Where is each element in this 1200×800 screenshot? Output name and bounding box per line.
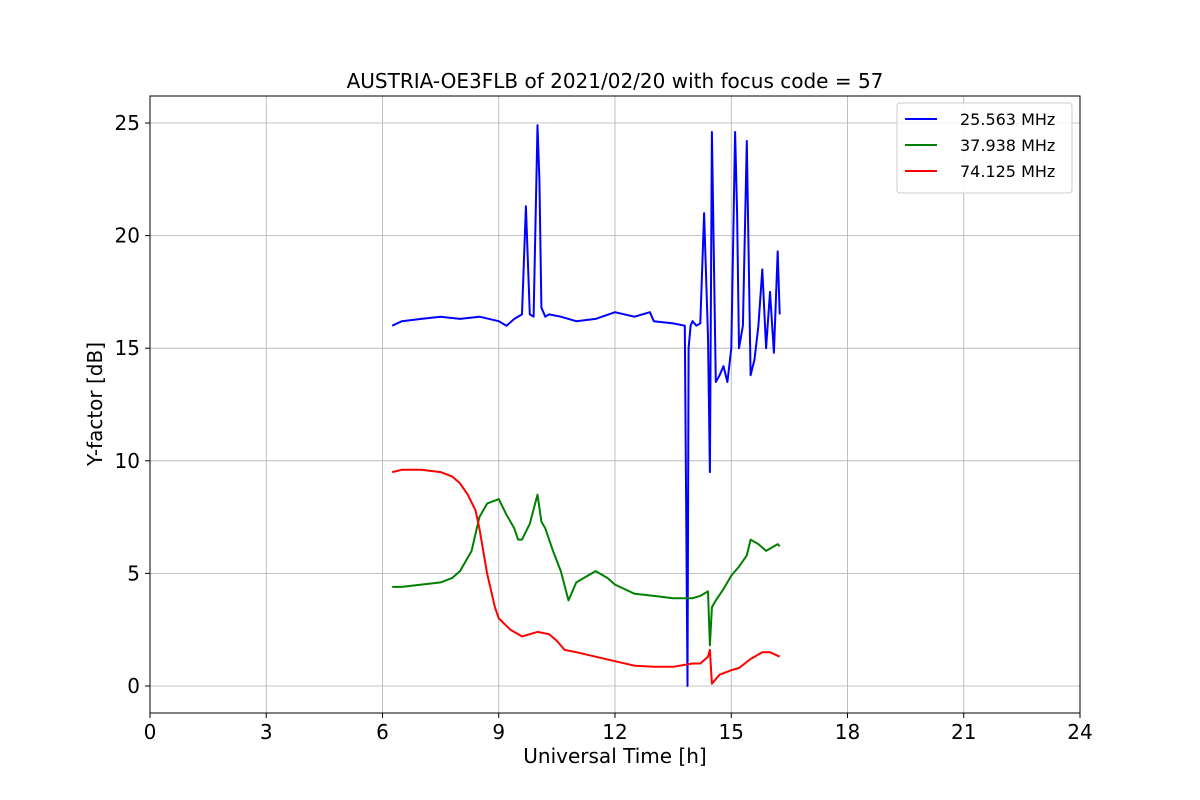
y-tick-label: 20 xyxy=(115,224,140,248)
x-tick-label: 0 xyxy=(144,720,157,744)
legend-label: 25.563 MHz xyxy=(960,110,1055,129)
series-37mhz-line xyxy=(392,493,781,647)
y-tick-label: 0 xyxy=(127,674,140,698)
y-tick-label: 5 xyxy=(127,561,140,585)
x-tick-label: 12 xyxy=(602,720,627,744)
y-axis-label: Y-factor [dB] xyxy=(83,342,107,467)
x-tick-label: 21 xyxy=(951,720,976,744)
y-tick-label: 10 xyxy=(115,449,140,473)
grid xyxy=(149,96,1081,713)
x-tick-label: 9 xyxy=(492,720,505,744)
series-25mhz-line xyxy=(391,124,781,687)
y-tick-label: 25 xyxy=(115,111,140,135)
series-74mhz-line xyxy=(391,468,781,685)
y-tick-label: 15 xyxy=(115,336,140,360)
plot-lines xyxy=(391,124,781,687)
legend-label: 74.125 MHz xyxy=(960,162,1055,181)
legend-label: 37.938 MHz xyxy=(960,136,1055,155)
axis-ticks: 0 3 6 9 12 15 18 21 24 0 5 10 15 20 25 xyxy=(115,111,1093,744)
legend: 25.563 MHz 37.938 MHz 74.125 MHz xyxy=(896,102,1073,194)
x-axis-label: Universal Time [h] xyxy=(523,744,706,768)
chart-title: AUSTRIA-OE3FLB of 2021/02/20 with focus … xyxy=(347,69,884,93)
x-tick-label: 15 xyxy=(719,720,744,744)
x-tick-label: 24 xyxy=(1067,720,1092,744)
x-tick-label: 3 xyxy=(260,720,273,744)
x-tick-label: 18 xyxy=(835,720,860,744)
x-tick-label: 6 xyxy=(376,720,389,744)
legend-box xyxy=(896,102,1073,194)
